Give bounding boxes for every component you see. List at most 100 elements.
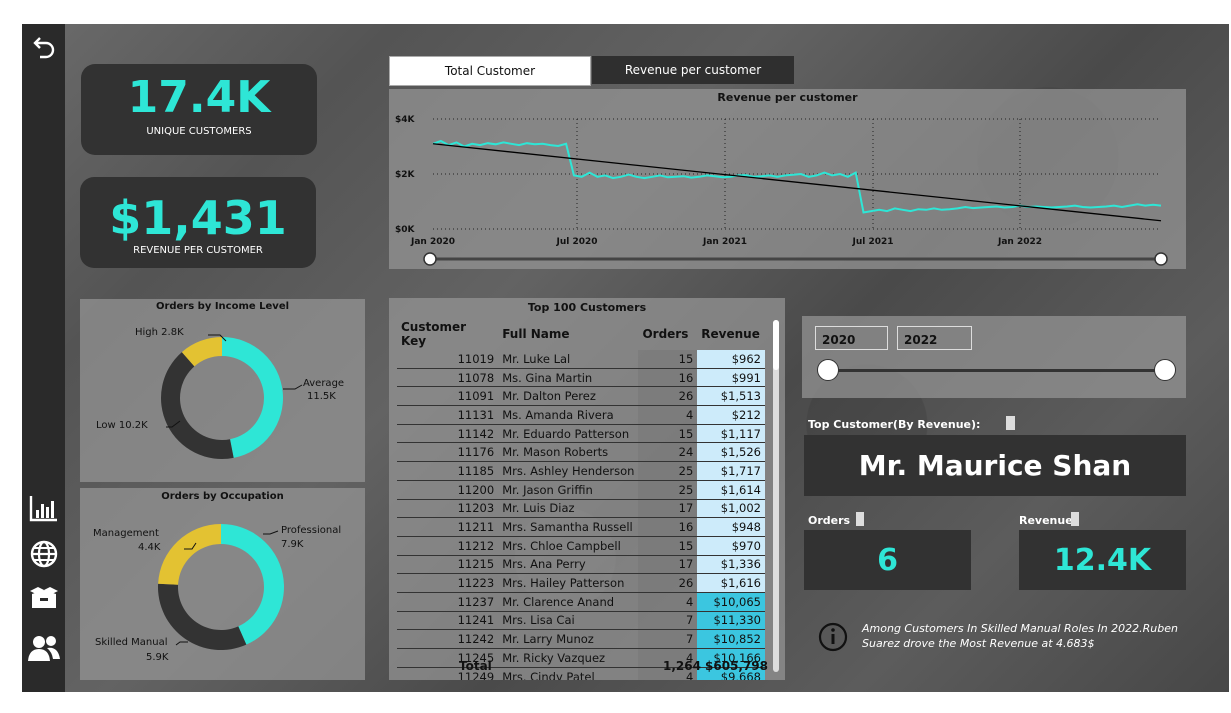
table-row[interactable]: 11131 Ms. Amanda Rivera 4 $212 <box>397 405 765 425</box>
cell-revenue: $948 <box>697 517 765 537</box>
income-low-label: Low 10.2K <box>96 420 148 431</box>
year-slider-track[interactable] <box>828 369 1166 372</box>
table-row[interactable]: 11200 Mr. Jason Griffin 25 $1,614 <box>397 480 765 500</box>
cell-full-name: Mr. Dalton Perez <box>498 386 639 407</box>
y-tick-2k: $2K <box>395 170 416 180</box>
table-row[interactable]: 11185 Mrs. Ashley Henderson 25 $1,717 <box>397 461 765 481</box>
table-row[interactable]: 11242 Mr. Larry Munoz 7 $10,852 <box>397 629 765 649</box>
year-slider-start-handle[interactable] <box>817 359 839 381</box>
income-slice-low[interactable] <box>161 352 234 459</box>
year-end-input[interactable]: 2022 <box>897 326 972 350</box>
income-slice-average[interactable] <box>222 337 283 458</box>
col-revenue[interactable]: Revenue <box>701 327 760 341</box>
cell-revenue: $10,166 <box>697 648 765 668</box>
occupation-slice-management[interactable] <box>158 524 221 585</box>
table-row[interactable]: 11176 Mr. Mason Roberts 24 $1,526 <box>397 442 765 463</box>
cell-full-name: Mrs. Lisa Cai <box>498 611 639 631</box>
cell-full-name: Mr. Eduardo Patterson <box>498 424 639 444</box>
occupation-slice-skilled-manual[interactable] <box>158 583 247 650</box>
x-tick-jul-2020: Jul 2020 <box>555 237 597 247</box>
insight-text: Among Customers In Skilled Manual Roles … <box>862 622 1178 650</box>
occupation-professional-name: Professional <box>281 525 342 536</box>
total-revenue: $605,798 <box>705 659 769 673</box>
table-row[interactable]: 11241 Mrs. Lisa Cai 7 $11,330 <box>397 611 765 631</box>
tab-total-customer[interactable]: Total Customer <box>389 56 591 86</box>
col-customer-key[interactable]: Customer Key <box>401 320 467 348</box>
table-row[interactable]: 11211 Mrs. Samantha Russell 16 $948 <box>397 517 765 537</box>
table-row[interactable]: 11142 Mr. Eduardo Patterson 15 $1,117 <box>397 424 765 444</box>
revenue-line-chart-panel: Revenue per customer $4K $2K $0K Jan 202… <box>389 89 1186 269</box>
tab-revenue-per-customer[interactable]: Revenue per customer <box>592 56 794 84</box>
cell-customer-key: 11245 <box>397 648 499 668</box>
col-orders[interactable]: Orders <box>642 327 689 341</box>
back-arrow-icon[interactable] <box>22 34 65 65</box>
x-tick-jul-2021: Jul 2021 <box>851 237 893 247</box>
orders-focus-indicator[interactable] <box>856 512 864 526</box>
table-row[interactable]: 11249 Mrs. Cindy Patel 4 $9,668 <box>397 667 765 680</box>
cell-revenue: $970 <box>697 536 765 556</box>
cell-orders: 15 <box>638 350 698 369</box>
cell-orders: 17 <box>638 555 698 575</box>
top-customer-name: Mr. Maurice Shan <box>804 435 1186 496</box>
cell-full-name: Mr. Jason Griffin <box>498 480 639 500</box>
revenue-focus-indicator[interactable] <box>1071 512 1079 526</box>
occupation-skilled-name: Skilled Manual <box>95 637 168 648</box>
info-icon[interactable] <box>818 622 848 652</box>
date-slider-start-handle[interactable] <box>423 252 437 266</box>
income-low-leader <box>166 420 181 428</box>
cell-revenue: $962 <box>697 350 765 369</box>
cell-orders: 17 <box>638 499 698 519</box>
bar-chart-icon[interactable] <box>22 494 65 527</box>
cell-revenue: $1,717 <box>697 461 765 481</box>
table-row[interactable]: 11215 Mrs. Ana Perry 17 $1,336 <box>397 555 765 575</box>
cell-revenue: $212 <box>697 405 765 425</box>
table-title: Top 100 Customers <box>527 301 647 314</box>
table-row[interactable]: 11078 Ms. Gina Martin 16 $991 <box>397 368 765 388</box>
x-tick-jan-2022: Jan 2022 <box>997 237 1042 247</box>
year-slicer-panel: 2020 2022 <box>802 316 1186 398</box>
col-full-name[interactable]: Full Name <box>502 327 570 341</box>
date-slider-end-handle[interactable] <box>1154 252 1168 266</box>
cell-revenue: $1,117 <box>697 424 765 444</box>
revenue-per-customer-label: REVENUE PER CUSTOMER <box>133 245 263 256</box>
table-row[interactable]: 11091 Mr. Dalton Perez 26 $1,513 <box>397 386 765 407</box>
occupation-professional-value: 7.9K <box>281 539 304 550</box>
cell-revenue: $1,614 <box>697 480 765 500</box>
cell-orders: 25 <box>638 461 698 481</box>
income-slice-high[interactable] <box>181 337 222 367</box>
revenue-per-customer-card: $1,431 REVENUE PER CUSTOMER <box>80 177 316 268</box>
cell-revenue: $11,330 <box>697 611 765 631</box>
table-row[interactable]: 11203 Mr. Luis Diaz 17 $1,002 <box>397 499 765 519</box>
table-scrollbar[interactable] <box>773 320 779 672</box>
occupation-slice-professional[interactable] <box>221 524 284 645</box>
table-row[interactable]: 11019 Mr. Luke Lal 15 $962 <box>397 350 765 369</box>
income-high-leader <box>208 334 227 342</box>
year-start-input[interactable]: 2020 <box>815 326 888 350</box>
cell-orders: 4 <box>638 405 698 425</box>
cell-full-name: Mr. Mason Roberts <box>498 442 639 463</box>
globe-icon[interactable] <box>22 539 65 574</box>
cell-customer-key: 11131 <box>397 405 499 425</box>
cell-customer-key: 11019 <box>397 350 499 369</box>
top-customer-focus-indicator[interactable] <box>1006 416 1015 430</box>
income-donut-title: Orders by Income Level <box>155 301 290 312</box>
cell-revenue: $1,336 <box>697 555 765 575</box>
table-row[interactable]: 11245 Mr. Ricky Vazquez 4 $10,166 <box>397 648 765 668</box>
orders-value: 6 <box>804 530 971 590</box>
cell-full-name: Mrs. Hailey Patterson <box>498 573 639 593</box>
cell-customer-key: 11242 <box>397 629 499 649</box>
revenue-per-customer-value: $1,431 <box>109 191 287 245</box>
cell-full-name: Mrs. Chloe Campbell <box>498 536 639 556</box>
table-scrollbar-thumb[interactable] <box>773 320 779 370</box>
table-row[interactable]: 11212 Mrs. Chloe Campbell 15 $970 <box>397 536 765 556</box>
report-canvas: 17.4K UNIQUE CUSTOMERS $1,431 REVENUE PE… <box>22 24 1229 692</box>
line-chart-title: Revenue per customer <box>717 91 858 104</box>
year-slider-end-handle[interactable] <box>1154 359 1176 381</box>
cell-customer-key: 11091 <box>397 386 499 407</box>
table-row[interactable]: 11223 Mrs. Hailey Patterson 26 $1,616 <box>397 573 765 593</box>
table-row[interactable]: 11237 Mr. Clarence Anand 4 $10,065 <box>397 592 765 612</box>
users-icon[interactable] <box>22 634 65 667</box>
income-donut-svg <box>161 334 303 459</box>
revenue-series-line[interactable] <box>432 139 1162 214</box>
box-icon[interactable] <box>22 584 65 617</box>
